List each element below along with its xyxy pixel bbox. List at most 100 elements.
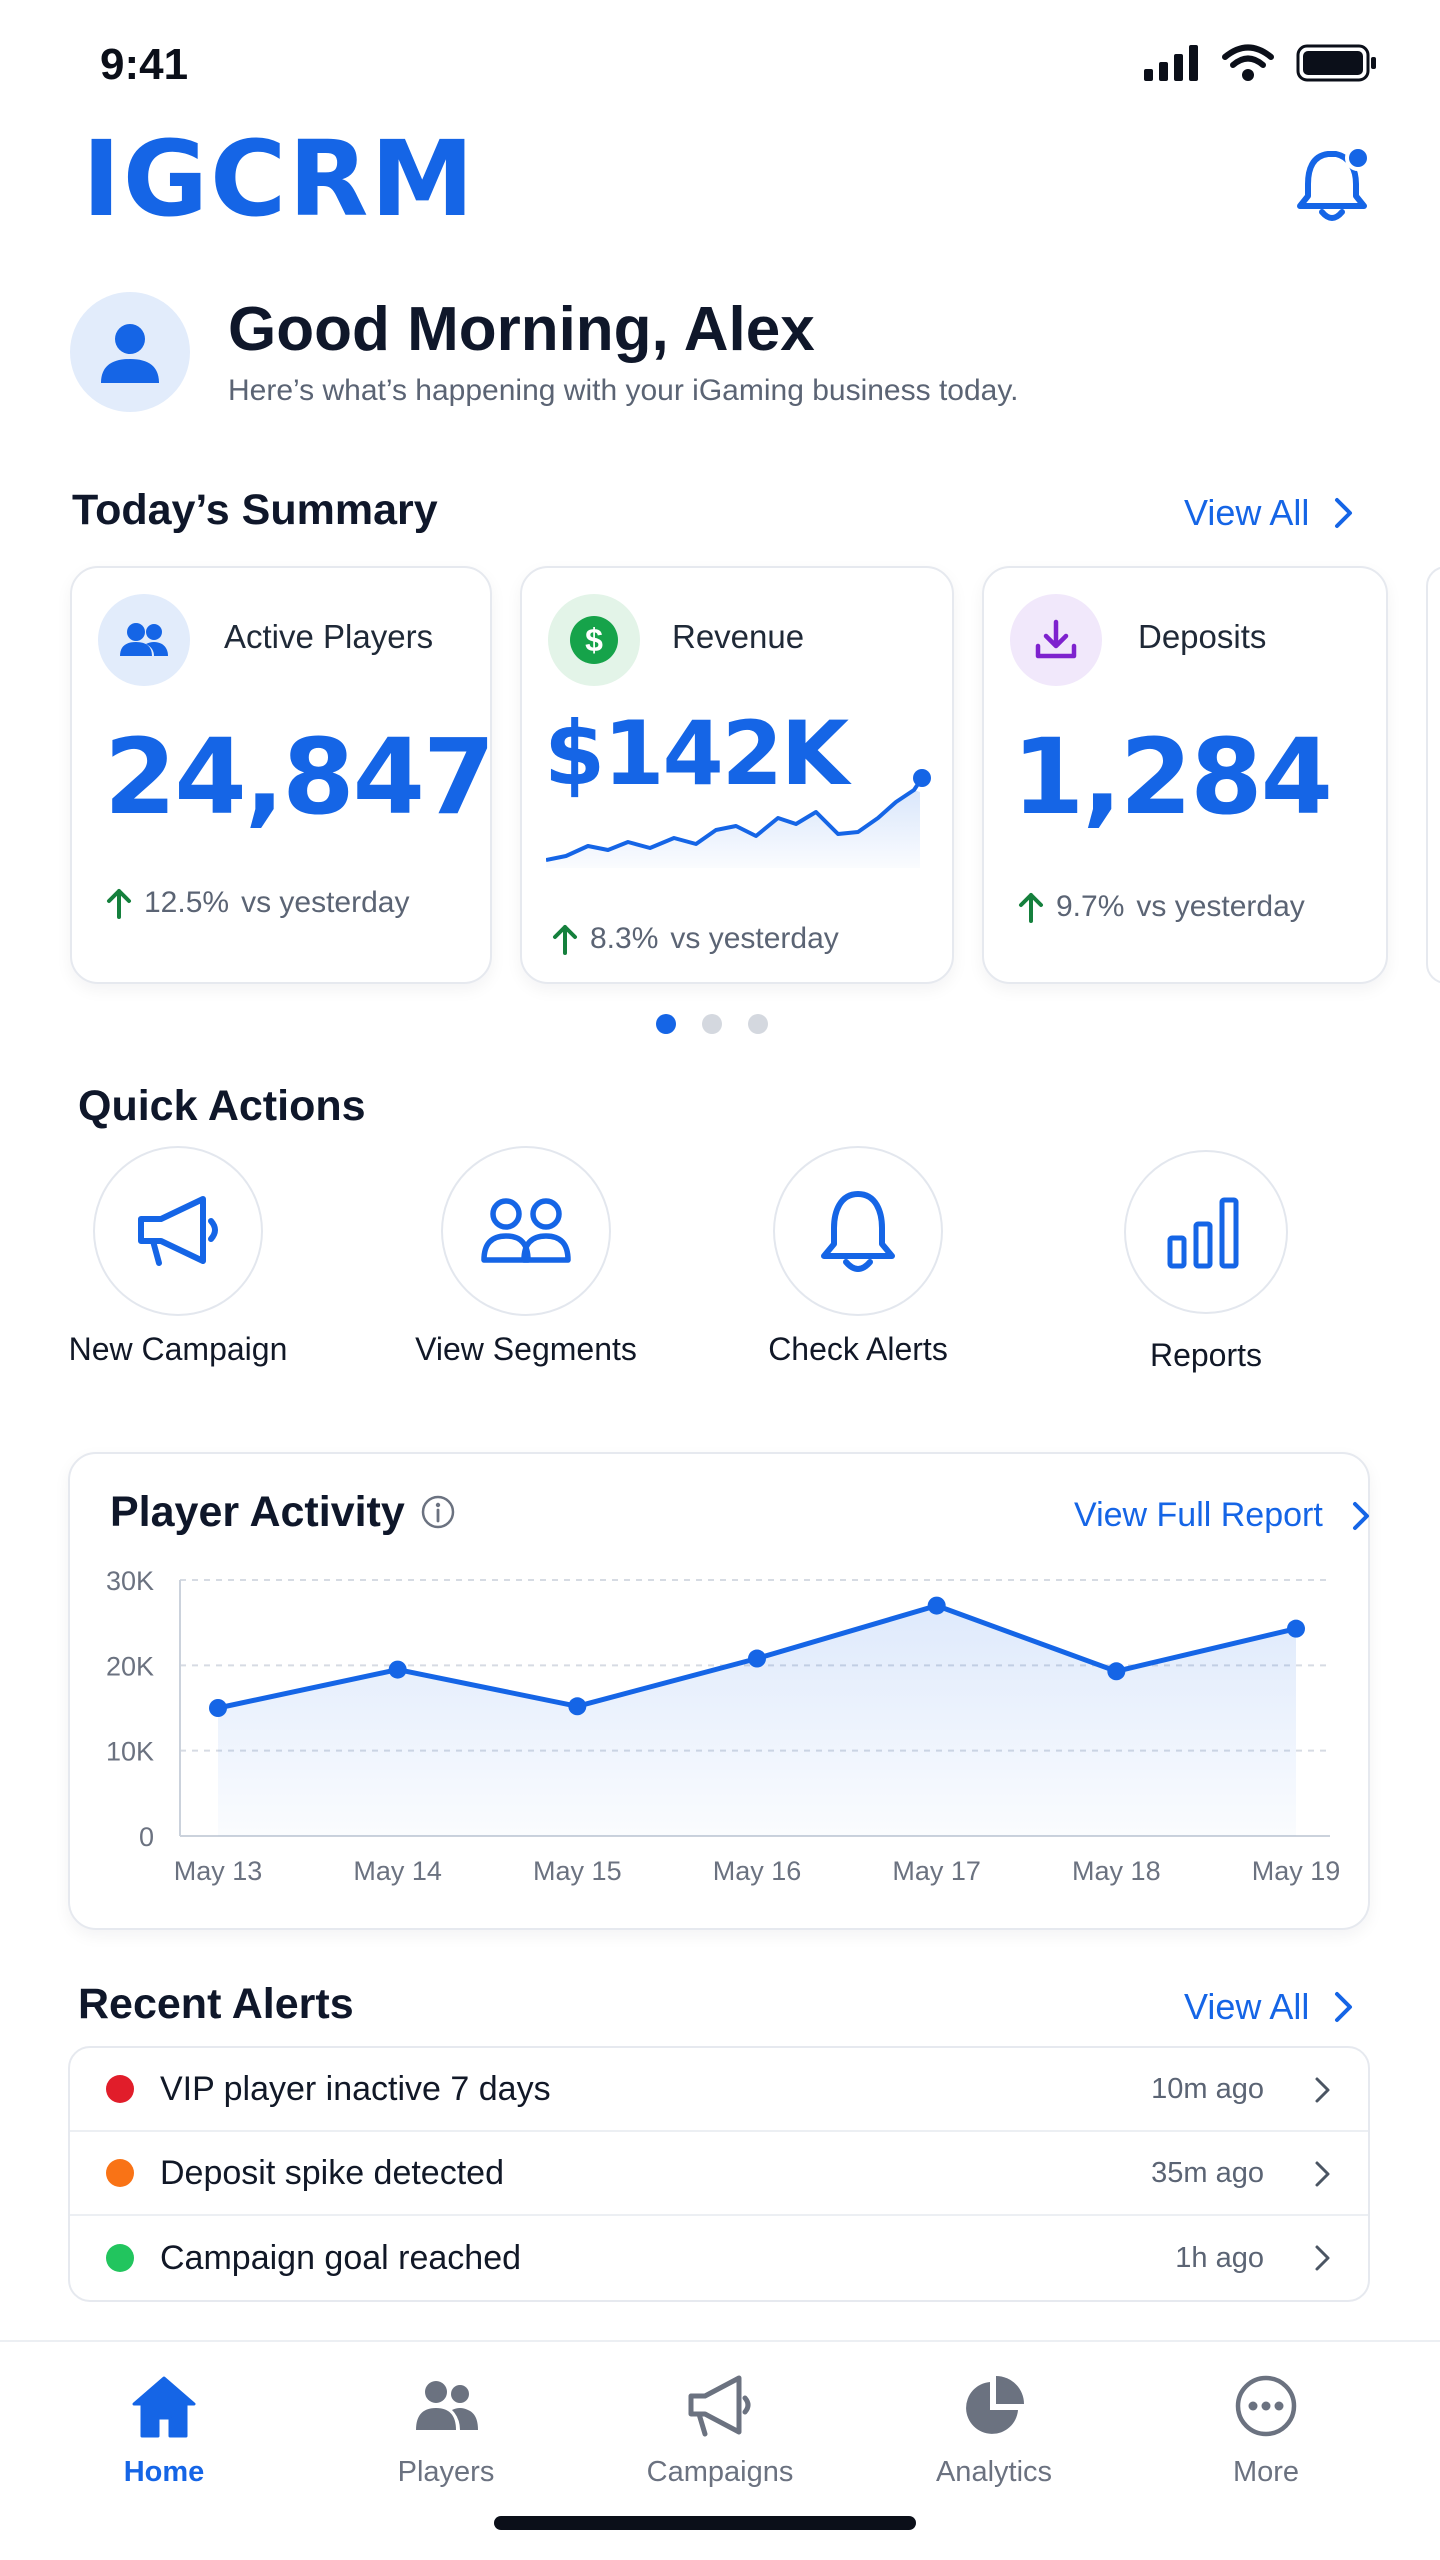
tab-label: Players xyxy=(397,2456,495,2488)
card-compare-text: vs yesterday xyxy=(241,886,410,919)
data-point[interactable] xyxy=(748,1649,766,1668)
chevron-right-icon xyxy=(1315,2161,1330,2187)
x-tick-label: May 18 xyxy=(1072,1856,1161,1886)
battery-icon xyxy=(1296,44,1376,82)
quick-action-label: New Campaign xyxy=(68,1331,288,1367)
alert-severity-dot xyxy=(106,2244,134,2272)
y-tick-label: 10K xyxy=(106,1737,154,1767)
revenue-sparkline xyxy=(546,769,931,868)
data-point[interactable] xyxy=(388,1660,407,1679)
greeting-subtitle: Here’s what’s happening with your iGamin… xyxy=(228,374,1019,407)
x-tick-label: May 16 xyxy=(713,1856,802,1886)
alerts-list: VIP player inactive 7 days 10m ago Depos… xyxy=(68,2046,1370,2302)
card-label: Active Players xyxy=(224,618,434,655)
tab-label: Home xyxy=(123,2456,205,2488)
chevron-right-icon xyxy=(1335,498,1353,528)
user-avatar[interactable] xyxy=(70,292,190,412)
summary-card-revenue[interactable]: $ Revenue $142K 8.3% vs yesterday xyxy=(520,566,954,984)
signal-icon xyxy=(1144,45,1198,81)
x-tick-label: May 15 xyxy=(533,1856,622,1886)
card-value: 1,284 xyxy=(1012,716,1333,838)
alert-row[interactable]: Deposit spike detected 35m ago xyxy=(70,2132,1368,2216)
greeting-title: Good Morning, Alex xyxy=(228,295,815,364)
summary-view-all-link[interactable]: View All xyxy=(1184,492,1355,534)
data-point[interactable] xyxy=(1287,1619,1305,1638)
alerts-view-all-label: View All xyxy=(1184,1986,1310,2027)
summary-pager[interactable] xyxy=(656,1014,768,1034)
data-point[interactable] xyxy=(209,1699,227,1717)
summary-title: Today’s Summary xyxy=(72,486,438,534)
card-change: 8.3% vs yesterday xyxy=(552,922,839,956)
tab-more[interactable]: More xyxy=(1156,2368,1376,2489)
bar-chart-icon xyxy=(1124,1150,1288,1314)
summary-view-all-label: View All xyxy=(1184,492,1310,533)
check-alerts-button[interactable]: Check Alerts xyxy=(728,1146,988,1368)
data-point[interactable] xyxy=(1107,1662,1126,1681)
card-change-percent: 12.5% xyxy=(144,886,230,919)
summary-card-active-players[interactable]: Active Players 24,847 12.5% vs yesterday xyxy=(70,566,495,984)
svg-text:$: $ xyxy=(585,622,603,658)
view-full-report-label: View Full Report xyxy=(1074,1496,1323,1534)
card-compare-text: vs yesterday xyxy=(1136,890,1305,923)
alert-row[interactable]: Campaign goal reached 1h ago xyxy=(70,2216,1368,2300)
home-icon xyxy=(54,2368,274,2444)
pager-dot-active[interactable] xyxy=(656,1014,676,1034)
wifi-icon xyxy=(1222,44,1274,81)
summary-card-next-peek[interactable] xyxy=(1426,566,1440,984)
pager-dot[interactable] xyxy=(702,1014,722,1034)
tab-label: Analytics xyxy=(935,2456,1053,2488)
players-icon xyxy=(336,2368,556,2444)
dollar-icon: $ xyxy=(548,594,640,686)
alert-text: VIP player inactive 7 days xyxy=(160,2069,551,2108)
summary-card-deposits[interactable]: Deposits 1,284 9.7% vs yesterday xyxy=(982,566,1388,984)
info-icon[interactable] xyxy=(420,1494,456,1530)
view-segments-button[interactable]: View Segments xyxy=(396,1146,656,1368)
alert-text: Campaign goal reached xyxy=(160,2238,522,2277)
segments-icon xyxy=(441,1146,611,1316)
card-label: Deposits xyxy=(1138,618,1267,655)
user-icon xyxy=(101,324,159,383)
chevron-right-icon xyxy=(1335,1992,1353,2022)
pie-chart-icon xyxy=(884,2368,1104,2444)
alert-row[interactable]: VIP player inactive 7 days 10m ago xyxy=(70,2048,1368,2132)
tab-home[interactable]: Home xyxy=(54,2368,274,2489)
recent-alerts-title: Recent Alerts xyxy=(78,1980,354,2028)
player-activity-chart: 0 10K 20K 30K May 13 May 14 May 15 May 16 May 1… xyxy=(106,1566,1340,1886)
tab-analytics[interactable]: Analytics xyxy=(884,2368,1104,2489)
reports-button[interactable]: Reports xyxy=(1076,1150,1336,1374)
tab-campaigns[interactable]: Campaigns xyxy=(610,2368,830,2489)
x-tick-label: May 14 xyxy=(353,1856,442,1886)
new-campaign-button[interactable]: New Campaign xyxy=(48,1146,308,1368)
alerts-view-all-link[interactable]: View All xyxy=(1184,1986,1355,2028)
view-full-report-link[interactable]: View Full Report xyxy=(1074,1496,1371,1535)
alert-severity-dot xyxy=(106,2159,134,2187)
x-tick-label: May 13 xyxy=(174,1856,263,1886)
x-tick-label: May 17 xyxy=(892,1856,981,1886)
pager-dot[interactable] xyxy=(748,1014,768,1034)
tab-players[interactable]: Players xyxy=(336,2368,556,2489)
home-indicator xyxy=(494,2516,916,2530)
arrow-up-icon xyxy=(1019,893,1043,923)
megaphone-icon xyxy=(610,2368,830,2444)
player-activity-title: Player Activity xyxy=(110,1488,405,1536)
card-change: 12.5% vs yesterday xyxy=(106,886,409,920)
data-point[interactable] xyxy=(927,1596,946,1615)
quick-action-label: Reports xyxy=(1149,1337,1263,1373)
series-area xyxy=(218,1605,1296,1836)
bell-icon xyxy=(1297,145,1371,221)
card-label: Revenue xyxy=(672,618,805,655)
alert-time: 35m ago xyxy=(1151,2156,1264,2189)
card-value: 24,847 xyxy=(104,716,495,838)
arrow-up-icon xyxy=(107,889,131,919)
chevron-right-icon xyxy=(1315,2077,1330,2103)
arrow-up-icon xyxy=(553,925,577,955)
chevron-right-icon xyxy=(1352,1501,1369,1530)
status-icons xyxy=(1144,44,1378,82)
y-tick-label: 0 xyxy=(139,1822,154,1852)
quick-action-label: View Segments xyxy=(415,1331,637,1367)
data-point[interactable] xyxy=(568,1697,587,1716)
bell-icon xyxy=(773,1146,943,1316)
notifications-button[interactable] xyxy=(1294,140,1374,224)
tab-label: Campaigns xyxy=(646,2456,794,2488)
card-change: 9.7% vs yesterday xyxy=(1018,890,1305,924)
